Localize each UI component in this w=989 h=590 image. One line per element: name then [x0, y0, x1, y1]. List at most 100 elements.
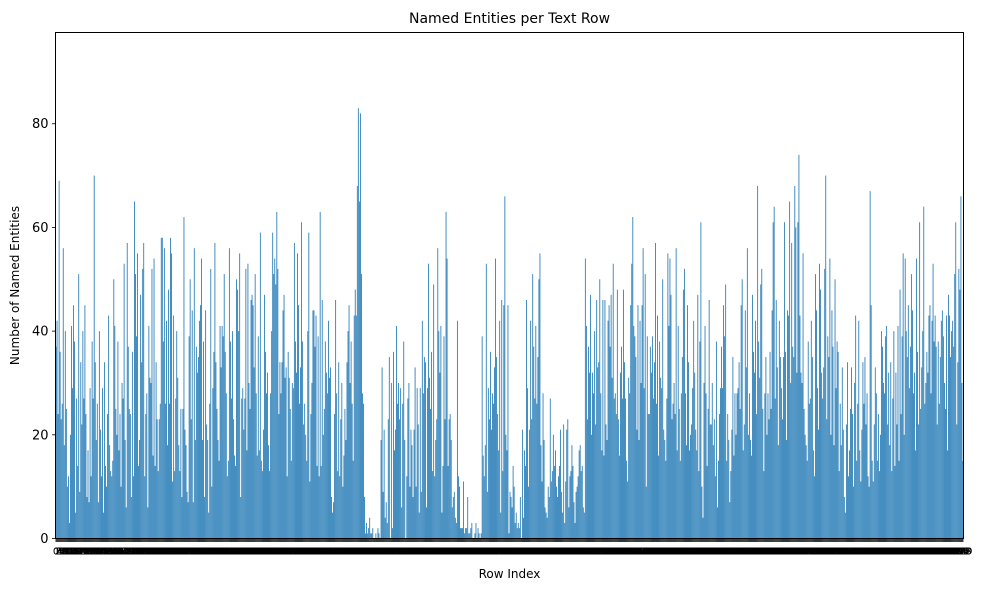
bar: [720, 388, 721, 539]
bar: [625, 398, 626, 539]
x-tick-label: 323: [380, 547, 399, 558]
x-tick-label: 325: [382, 547, 401, 558]
bar: [864, 357, 866, 539]
bar: [510, 497, 512, 539]
x-tick-label: 41: [92, 547, 105, 558]
bar: [499, 320, 501, 539]
bar: [737, 388, 739, 539]
x-tick-label: 484: [546, 547, 565, 558]
x-tick-label: 207: [260, 547, 279, 558]
x-tick-label: 150: [201, 547, 220, 558]
x-tick-label: 624: [690, 547, 709, 558]
bar: [653, 398, 654, 539]
x-tick-label: 158: [209, 547, 228, 558]
bar: [775, 300, 777, 539]
bar: [585, 325, 587, 539]
x-tick-label: 448: [509, 547, 528, 558]
x-tick-label: 470: [531, 547, 550, 558]
bar: [648, 414, 650, 539]
bar: [817, 388, 818, 539]
x-tick-label: 341: [398, 547, 417, 558]
x-tick-label: 268: [323, 547, 342, 558]
x-tick-label: 240: [294, 547, 313, 558]
bar: [886, 325, 888, 539]
x-tick-label: 436: [496, 547, 515, 558]
x-tick-label: 457: [518, 547, 537, 558]
bar: [739, 408, 741, 539]
bar: [355, 315, 357, 539]
bar: [148, 325, 150, 539]
bar: [287, 351, 289, 539]
x-tick-label: 461: [522, 547, 541, 558]
bar: [418, 512, 420, 539]
bar: [483, 476, 485, 539]
x-tick-label: 548: [612, 547, 631, 558]
bar: [787, 310, 788, 539]
bar: [588, 346, 589, 539]
x-tick-label: 163: [215, 547, 234, 558]
x-tick-label: 583: [648, 547, 667, 558]
x-tick-label: 506: [569, 547, 588, 558]
bar: [943, 382, 945, 539]
bar: [889, 445, 891, 539]
x-tick-label: 349: [407, 547, 426, 558]
bar: [154, 465, 156, 539]
bar: [704, 325, 706, 539]
x-tick-label: 113: [163, 547, 182, 558]
x-tick-label: 589: [654, 547, 673, 558]
x-tick-label: 528: [591, 547, 610, 558]
bar: [157, 471, 159, 539]
bar: [280, 393, 282, 539]
bar: [131, 351, 133, 539]
x-tick-label: 15: [65, 547, 78, 558]
bar: [339, 476, 341, 539]
bar: [566, 429, 568, 539]
x-tick-label: 579: [644, 547, 663, 558]
x-tick-label: 84: [136, 547, 149, 558]
x-tick-label: 335: [392, 547, 411, 558]
bar: [795, 227, 797, 539]
bar: [921, 367, 923, 539]
bar: [450, 439, 452, 539]
bar: [421, 320, 423, 539]
bar: [680, 393, 682, 539]
bar: [942, 336, 944, 539]
x-tick-label: 398: [457, 547, 476, 558]
bar: [711, 382, 713, 539]
x-tick-label: 201: [254, 547, 273, 558]
x-tick-label: 162: [214, 547, 233, 558]
x-tick-label: 383: [442, 547, 461, 558]
bar: [605, 424, 607, 539]
bar: [539, 253, 541, 539]
bar: [469, 533, 471, 539]
x-tick-label: 384: [443, 547, 462, 558]
bar: [284, 377, 286, 539]
x-tick-label: 73: [125, 547, 138, 558]
bar: [778, 320, 780, 539]
bar: [849, 450, 850, 539]
bar: [65, 408, 67, 539]
bar: [506, 450, 508, 539]
bar: [222, 336, 224, 539]
bar: [442, 465, 444, 539]
x-tick-label: 300: [356, 547, 375, 558]
bar: [706, 465, 708, 539]
x-tick-label: 539: [603, 547, 622, 558]
x-tick-label: 437: [497, 547, 516, 558]
bar: [618, 455, 620, 539]
bar: [555, 450, 556, 539]
bar: [954, 274, 956, 539]
x-tick-label: 236: [290, 547, 309, 558]
x-tick-label: 77: [129, 547, 142, 558]
x-tick-label: 531: [594, 547, 613, 558]
bar: [383, 429, 385, 539]
x-tick-label: 291: [347, 547, 366, 558]
bar: [224, 351, 226, 539]
x-tick-label: 10: [60, 547, 73, 558]
x-tick-label: 615: [681, 547, 700, 558]
bar: [583, 512, 585, 539]
bar: [310, 414, 312, 539]
x-tick-label: 217: [270, 547, 289, 558]
x-tick-label: 613: [679, 547, 698, 558]
bar: [597, 367, 599, 539]
